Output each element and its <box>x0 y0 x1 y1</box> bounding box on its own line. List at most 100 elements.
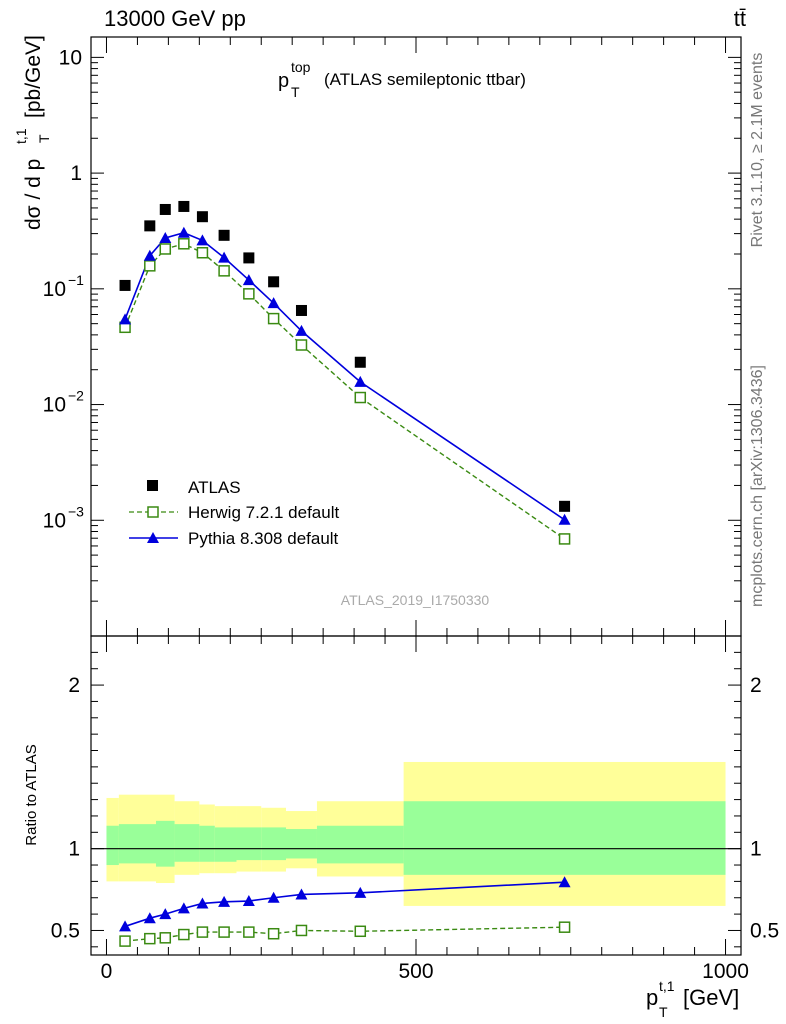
pythia-point <box>196 234 209 246</box>
pythia-ratio-point <box>177 902 190 914</box>
ratio-series-group <box>119 876 571 947</box>
herwig-point <box>144 260 156 272</box>
legend-marker-pythia <box>147 532 159 543</box>
legend-label-pythia: Pythia 8.308 default <box>188 529 339 548</box>
uncertainty-band-inner <box>316 825 404 864</box>
herwig-ratio-point <box>159 932 172 944</box>
uncertainty-band-inner <box>174 824 200 862</box>
title-rest: (ATLAS semileptonic ttbar) <box>324 70 526 89</box>
herwig-ratio-point <box>218 926 230 938</box>
pythia-ratio-point <box>267 891 280 903</box>
herwig-ratio-point <box>178 928 190 941</box>
uncertainty-band-inner <box>214 827 237 862</box>
pythia-point <box>218 251 231 263</box>
herwig-point <box>558 533 571 545</box>
main-y-tick-label: 1 <box>70 162 82 185</box>
herwig-point <box>267 312 280 325</box>
herwig-ratio-line <box>124 926 565 942</box>
herwig-point <box>354 391 367 404</box>
main-y-tick-label: 10 <box>43 509 66 532</box>
atlas-point <box>144 220 156 232</box>
pythia-ratio-point <box>159 908 172 920</box>
pythia-ratio-point <box>143 912 156 924</box>
ylabel-superscript: t,1 <box>13 128 29 144</box>
herwig-ratio-point <box>354 925 367 938</box>
ratio-y-tick-label: 2 <box>68 674 80 697</box>
title-subscript: T <box>291 84 300 100</box>
pythia-point <box>177 226 190 238</box>
legend: ATLAS Herwig 7.2.1 default Pythia 8.308 … <box>129 478 339 548</box>
pythia-point <box>354 375 367 387</box>
svg-text:dσ / d p: dσ / d p <box>22 159 45 230</box>
legend-label-herwig: Herwig 7.2.1 default <box>188 503 339 522</box>
main-y-tick-exponent: −1 <box>68 272 84 288</box>
pythia-line <box>124 231 566 521</box>
ylabel-main: dσ / d p <box>22 159 45 230</box>
atlas-point <box>268 276 280 288</box>
ratio-y-axis-label: Ratio to ATLAS <box>23 744 40 845</box>
ratio-y-tick-label-right: 1 <box>750 838 762 861</box>
rivet-version-label: Rivet 3.1.10, ≥ 2.1M events <box>749 53 766 248</box>
ratio-y-tick-label: 0.5 <box>51 919 80 942</box>
atlas-point <box>295 304 307 316</box>
pythia-point <box>267 297 280 309</box>
pythia-ratio-point <box>119 920 132 932</box>
pythia-point <box>119 313 132 325</box>
ratio-plot-area <box>91 761 741 906</box>
main-y-tick-exponent: −3 <box>68 503 84 519</box>
pythia-point <box>558 513 571 525</box>
pythia-ratio-point <box>196 897 209 909</box>
atlas-point <box>218 229 230 241</box>
xlabel-main: p <box>646 985 658 1010</box>
pythia-ratio-point <box>354 886 367 898</box>
xlabel-rest: [GeV] <box>683 985 739 1010</box>
main-y-tick-exponent: −2 <box>68 388 84 404</box>
main-y-axis-label: dσ / d p t,1 T [pb/GeV] <box>13 35 52 230</box>
ratio-y-tick-label-right: 2 <box>750 674 762 697</box>
pythia-ratio-point <box>295 888 308 900</box>
uncertainty-band-inner <box>106 825 119 866</box>
atlas-point <box>243 252 255 264</box>
herwig-ratio-point <box>267 927 280 940</box>
herwig-point <box>178 238 190 250</box>
herwig-point <box>295 339 308 351</box>
herwig-point <box>218 265 230 277</box>
main-plot-title: p <box>278 70 289 92</box>
pythia-point <box>295 324 308 336</box>
pythia-point <box>242 274 255 286</box>
pythia-point <box>159 231 172 243</box>
atlas-point <box>196 211 208 223</box>
main-y-tick-label: 10 <box>43 278 66 301</box>
pythia-point <box>143 249 156 261</box>
uncertainty-band-inner <box>118 824 156 864</box>
xlabel-superscript: t,1 <box>659 978 675 994</box>
herwig-ratio-point <box>144 932 156 945</box>
ratio-y-tick-label-right: 0.5 <box>750 919 779 942</box>
title-superscript: top <box>291 59 311 75</box>
uncertainty-band-inner <box>156 820 175 867</box>
uncertainty-band-inner <box>261 827 286 861</box>
x-axis-label: p t,1 T [GeV] <box>646 978 739 1020</box>
process-label: tt̄ <box>734 6 746 31</box>
analysis-id-label: ATLAS_2019_I1750330 <box>341 592 490 608</box>
main-series-group <box>119 200 571 545</box>
pythia-ratio-point <box>218 895 231 907</box>
legend-marker-atlas <box>147 480 158 491</box>
atlas-point <box>559 500 571 512</box>
ylabel-subscript: T <box>36 134 52 143</box>
source-label: mcplots.cern.ch [arXiv:1306.3436] <box>749 365 766 607</box>
x-tick-label: 1000 <box>702 960 749 983</box>
main-y-tick-label: 10 <box>43 394 66 417</box>
ylabel-rest: [pb/GeV] <box>22 35 45 118</box>
uncertainty-band-inner <box>403 801 726 875</box>
pythia-ratio-point <box>242 895 255 907</box>
herwig-ratio-point <box>243 926 255 938</box>
x-tick-label: 0 <box>101 960 113 983</box>
ratio-axis-ticks: 0.5 0.5 1 1 2 2 0 500 1000 <box>51 636 779 983</box>
herwig-ratio-point <box>558 921 571 933</box>
pythia-ratio-point <box>558 876 571 888</box>
herwig-point <box>196 246 209 259</box>
herwig-ratio-point <box>295 924 308 937</box>
atlas-point <box>178 200 190 212</box>
